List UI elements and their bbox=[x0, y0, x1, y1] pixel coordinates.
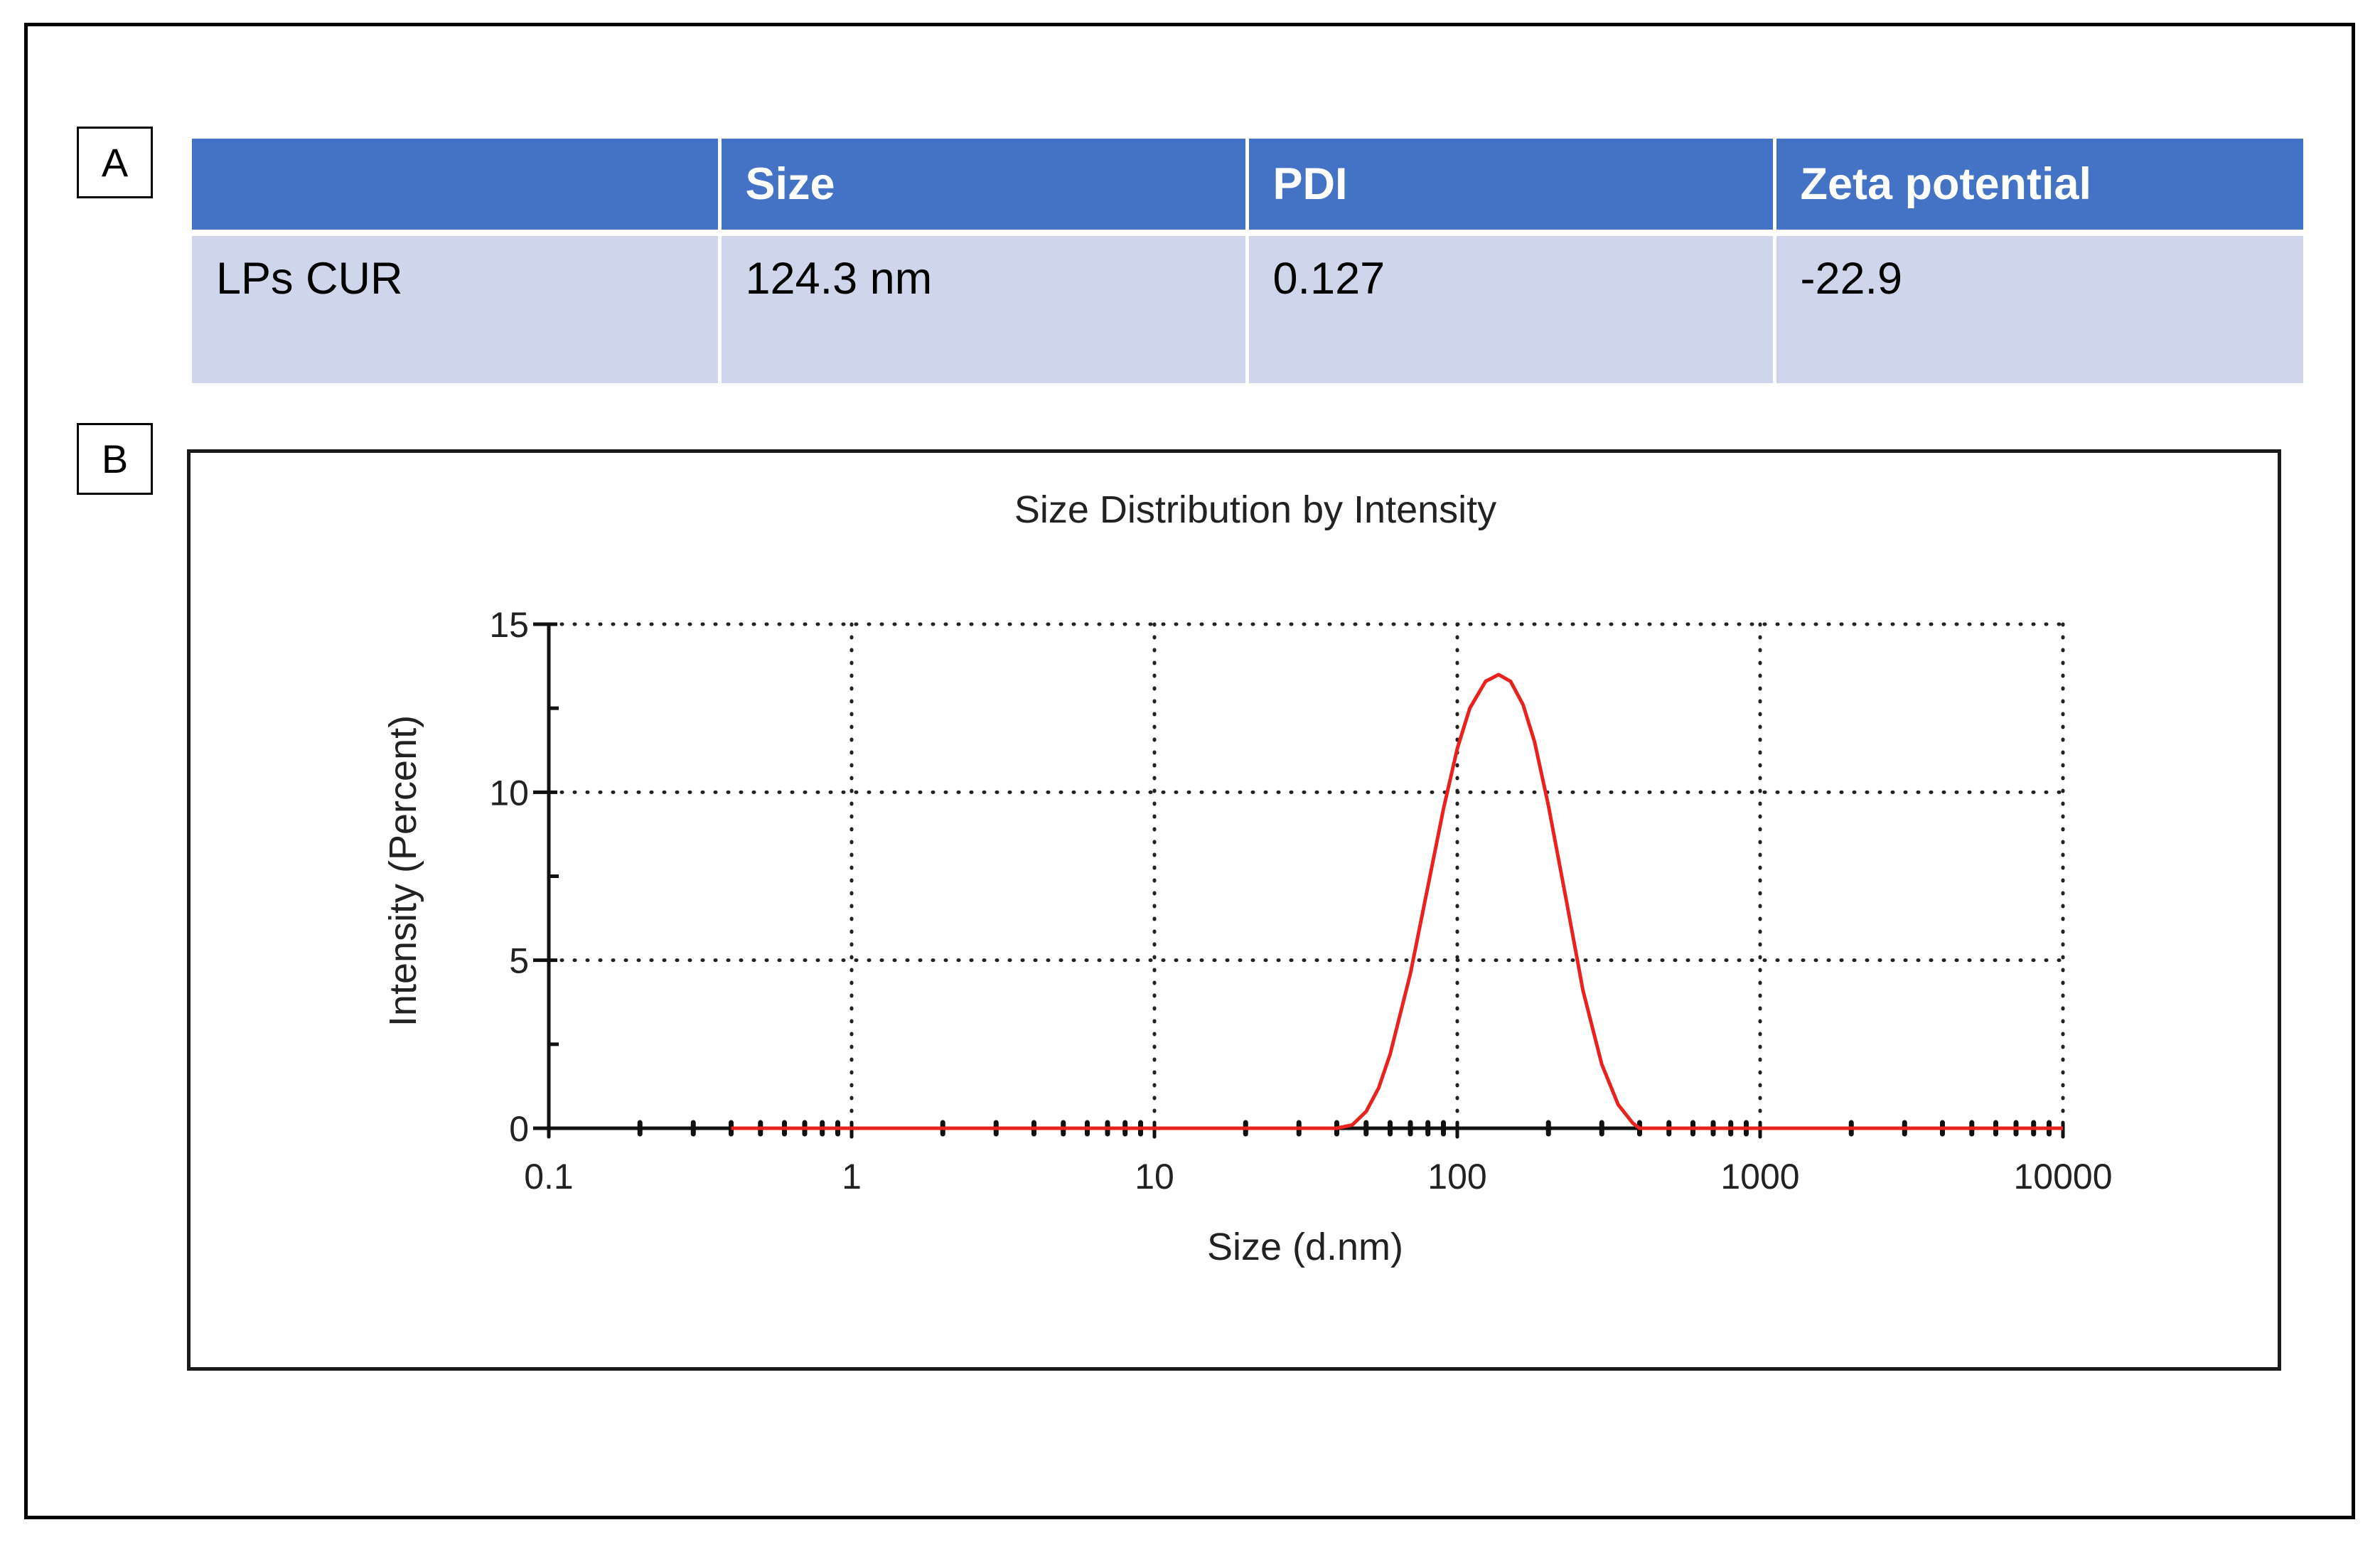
panel-label-a: A bbox=[77, 127, 153, 198]
x-tick-label: 10 bbox=[1135, 1157, 1174, 1197]
cell-pdi: 0.127 bbox=[1247, 232, 1776, 383]
x-tick-label: 1 bbox=[842, 1157, 862, 1197]
y-axis-label: Intensity (Percent) bbox=[382, 715, 424, 1027]
y-tick-label: 15 bbox=[489, 605, 529, 645]
cell-sample: LPs CUR bbox=[192, 232, 722, 383]
x-axis-label: Size (d.nm) bbox=[1207, 1226, 1403, 1268]
chart-frame bbox=[187, 449, 2281, 1371]
x-tick-label: 0.1 bbox=[524, 1157, 574, 1197]
series-line-0 bbox=[731, 673, 2063, 1130]
table-row: LPs CUR 124.3 nm 0.127 -22.9 bbox=[192, 232, 2303, 383]
panel-label-b: B bbox=[77, 423, 153, 495]
x-tick-label: 1000 bbox=[1720, 1157, 1799, 1197]
chart-title: Size Distribution by Intensity bbox=[1014, 488, 1496, 531]
summary-table: Size PDI Zeta potential LPs CUR 124.3 nm… bbox=[192, 139, 2303, 383]
y-tick-label: 0 bbox=[509, 1109, 529, 1149]
cell-zeta: -22.9 bbox=[1774, 232, 2303, 383]
header-sample bbox=[192, 139, 722, 236]
header-pdi: PDI bbox=[1247, 139, 1776, 236]
y-tick-label: 10 bbox=[489, 773, 529, 813]
figure-frame bbox=[24, 23, 2355, 1519]
x-tick-label: 100 bbox=[1427, 1157, 1486, 1197]
y-tick-label: 5 bbox=[509, 941, 529, 981]
header-zeta: Zeta potential bbox=[1774, 139, 2303, 236]
table-header-row: Size PDI Zeta potential bbox=[192, 139, 2303, 236]
header-size: Size bbox=[719, 139, 1249, 236]
x-tick-label: 10000 bbox=[2013, 1157, 2112, 1197]
cell-size: 124.3 nm bbox=[719, 232, 1249, 383]
